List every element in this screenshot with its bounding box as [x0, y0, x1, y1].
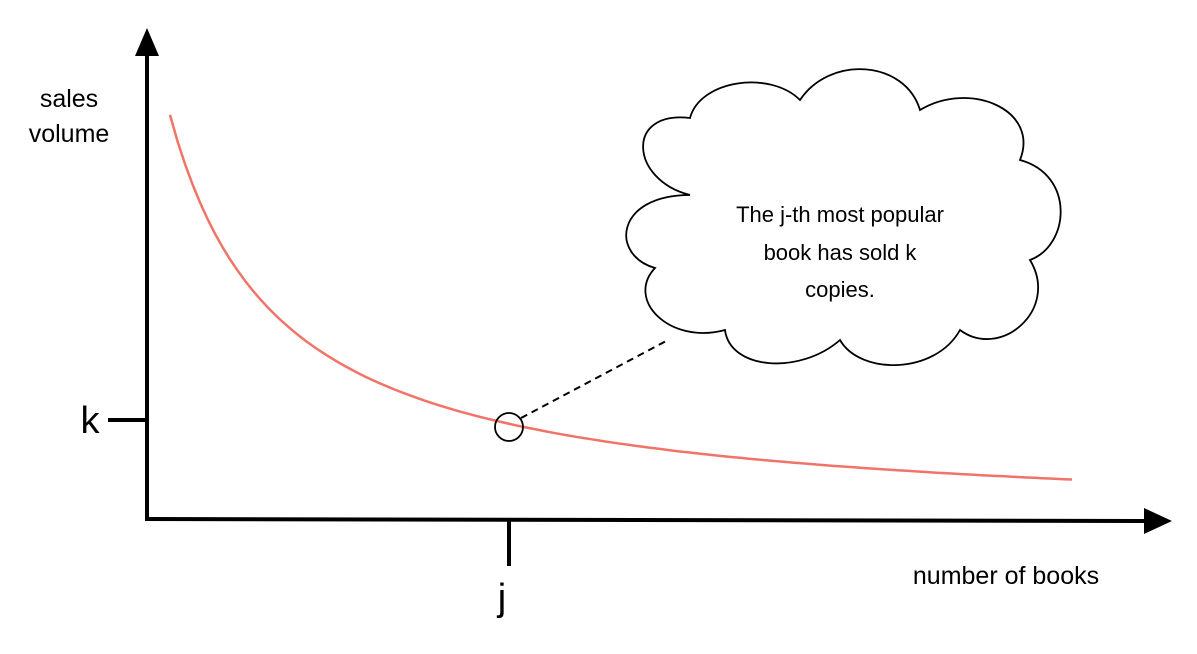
- x-axis: [144, 517, 1149, 523]
- annotation-line-3: copies.: [805, 277, 875, 302]
- annotation-line-1: The j-th most popular: [736, 202, 944, 227]
- x-axis-arrowhead: [1144, 508, 1172, 534]
- x-axis-label: number of books: [913, 562, 1099, 590]
- callout-connector: [520, 339, 669, 419]
- annotation-line-2: book has sold k: [764, 240, 918, 265]
- y-axis-label-line-2: volume: [29, 120, 110, 148]
- point-marker: [494, 412, 524, 442]
- y-tick-label: k: [81, 400, 101, 442]
- y-axis-arrowhead: [135, 28, 159, 56]
- y-axis-label-line-1: sales: [40, 85, 98, 113]
- sales-curve: [168, 114, 1073, 481]
- x-tick-label: j: [497, 577, 506, 619]
- thought-cloud: [625, 68, 1062, 367]
